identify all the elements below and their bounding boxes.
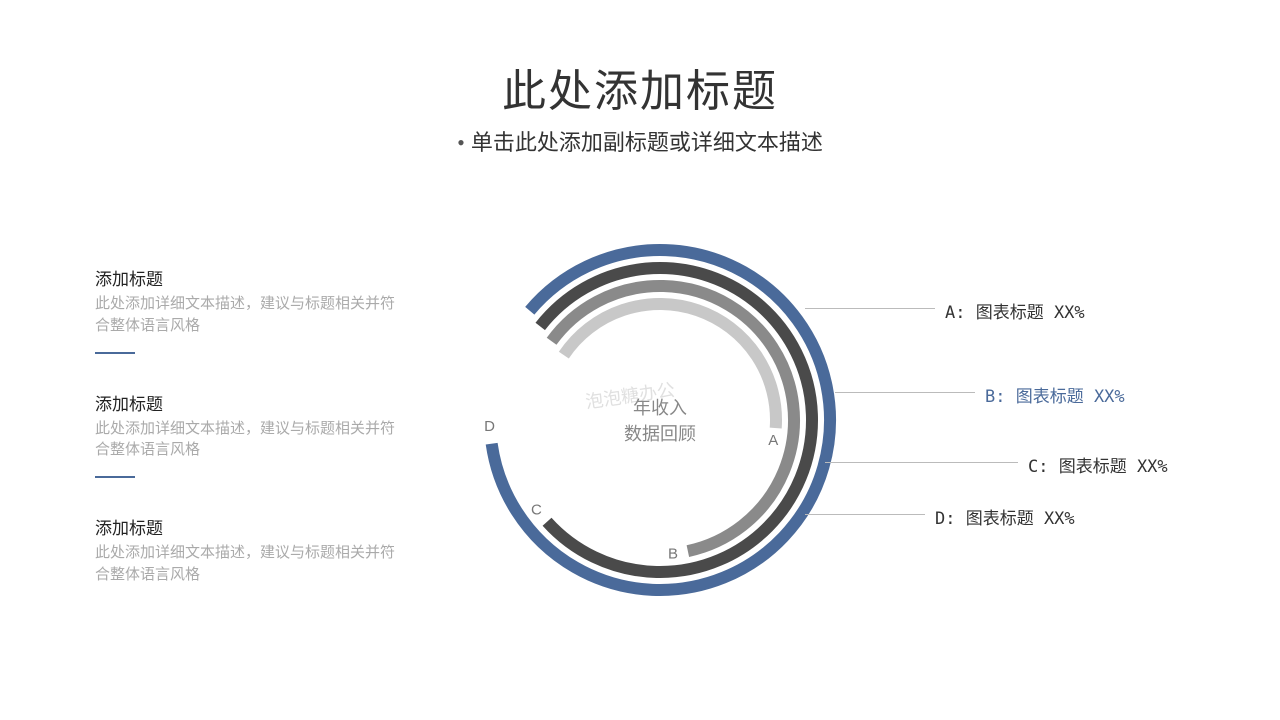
legend-connector-b [835,392,975,393]
legend-connector-a [805,308,935,309]
item-title: 添加标题 [95,514,405,539]
ring-label-b: B [668,545,678,562]
left-text-column: 添加标题 此处添加详细文本描述，建议与标题相关并符合整体语言风格 添加标题 此处… [95,265,405,623]
divider-line [95,352,135,354]
text-item: 添加标题 此处添加详细文本描述，建议与标题相关并符合整体语言风格 [95,514,405,587]
item-title: 添加标题 [95,390,405,415]
bullet-icon: • [457,130,465,156]
slide: 此处添加标题 •单击此处添加副标题或详细文本描述 添加标题 此处添加详细文本描述… [0,0,1280,720]
radial-chart: D C B A 年收入数据回顾 [460,230,860,630]
item-desc: 此处添加详细文本描述，建议与标题相关并符合整体语言风格 [95,543,405,587]
chart-center-line2: 数据回顾 [624,424,696,444]
divider-line [95,476,135,478]
subtitle: 单击此处添加副标题或详细文本描述 [471,130,823,155]
chart-center-line1: 年收入 [633,398,687,418]
item-desc: 此处添加详细文本描述，建议与标题相关并符合整体语言风格 [95,419,405,463]
legend-label-c: C: 图表标题 XX% [1028,452,1168,477]
ring-label-a: A [768,432,778,449]
ring-label-d: D [484,418,495,435]
item-title: 添加标题 [95,265,405,290]
text-item: 添加标题 此处添加详细文本描述，建议与标题相关并符合整体语言风格 [95,390,405,479]
legend-label-b: B: 图表标题 XX% [985,382,1125,407]
ring-label-c: C [531,501,542,518]
item-desc: 此处添加详细文本描述，建议与标题相关并符合整体语言风格 [95,294,405,338]
text-item: 添加标题 此处添加详细文本描述，建议与标题相关并符合整体语言风格 [95,265,405,354]
legend-label-d: D: 图表标题 XX% [935,504,1075,529]
legend-connector-c [825,462,1018,463]
page-title: 此处添加标题 [0,55,1280,119]
legend-label-a: A: 图表标题 XX% [945,298,1085,323]
legend-connector-d [805,514,925,515]
title-block: 此处添加标题 •单击此处添加副标题或详细文本描述 [0,55,1280,157]
subtitle-row: •单击此处添加副标题或详细文本描述 [0,125,1280,157]
